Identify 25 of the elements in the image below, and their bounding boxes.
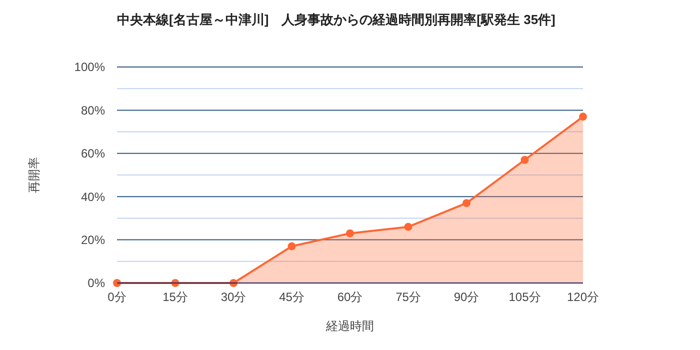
- x-tick-label: 60分: [337, 290, 363, 304]
- x-tick-label: 0分: [108, 290, 126, 304]
- point: [346, 229, 354, 238]
- y-tick-label: 80%: [80, 103, 106, 118]
- y-tick-label: 100%: [74, 60, 106, 74]
- point: [404, 222, 412, 231]
- x-tick-label: 105分: [508, 290, 541, 304]
- x-tick-label: 120分: [566, 290, 600, 304]
- y-tick-label: 40%: [80, 190, 106, 204]
- x-tick-label: 15分: [162, 290, 188, 304]
- y-tick-label: 20%: [80, 233, 106, 247]
- point: [288, 242, 296, 250]
- y-tick-label: 60%: [80, 146, 106, 161]
- x-axis-title: 経過時間: [325, 319, 374, 333]
- chart-title: 中央本線[名古屋～中津川] 人身事故からの経過時間別再開率[駅発生 35件]: [117, 12, 556, 27]
- x-tick-label: 90分: [454, 290, 480, 304]
- x-tick-label: 75分: [396, 290, 421, 304]
- x-tick-label: 45分: [279, 290, 304, 304]
- point: [113, 279, 121, 287]
- point: [520, 156, 529, 164]
- y-axis-title: 再開率: [27, 157, 41, 193]
- x-tick-label: 30分: [220, 290, 246, 304]
- y-tick-label: 0%: [88, 276, 106, 290]
- point: [462, 199, 470, 208]
- point: [579, 112, 587, 121]
